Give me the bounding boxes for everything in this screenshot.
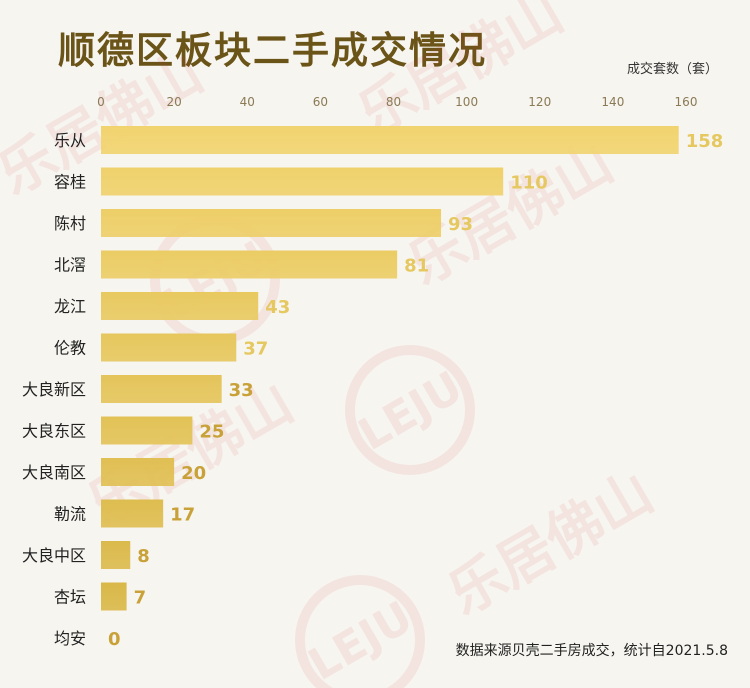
value-label: 0 bbox=[108, 629, 121, 650]
x-tick-label: 120 bbox=[528, 95, 551, 109]
x-tick-label: 40 bbox=[240, 95, 255, 109]
value-label: 110 bbox=[510, 173, 548, 194]
category-label: 伦教 bbox=[54, 339, 86, 358]
category-label: 乐从 bbox=[54, 131, 86, 150]
bar bbox=[101, 333, 237, 362]
x-tick-label: 100 bbox=[455, 95, 478, 109]
bar bbox=[101, 582, 127, 611]
bar bbox=[101, 458, 175, 486]
value-label: 25 bbox=[199, 422, 224, 443]
category-label: 陈村 bbox=[54, 214, 86, 233]
category-label: 容桂 bbox=[54, 173, 86, 192]
value-label: 33 bbox=[229, 380, 254, 401]
x-tick-label: 140 bbox=[601, 95, 624, 109]
x-axis-unit-label: 成交套数（套） bbox=[626, 62, 718, 77]
x-tick-label: 80 bbox=[386, 95, 401, 109]
x-tick-label: 60 bbox=[313, 95, 328, 109]
value-label: 43 bbox=[265, 297, 290, 318]
svg-text:乐居佛山: 乐居佛山 bbox=[348, 0, 574, 148]
bar bbox=[101, 126, 679, 154]
bar bbox=[101, 541, 131, 569]
bar bbox=[101, 250, 398, 279]
x-tick-label: 0 bbox=[97, 95, 105, 109]
value-label: 8 bbox=[137, 546, 150, 567]
category-label: 勒流 bbox=[54, 505, 86, 524]
svg-text:LEJU: LEJU bbox=[300, 592, 421, 688]
category-label: 龙江 bbox=[54, 297, 86, 316]
value-label: 158 bbox=[686, 131, 724, 152]
category-label: 大良中区 bbox=[22, 546, 86, 565]
value-label: 20 bbox=[181, 463, 206, 484]
bar bbox=[101, 209, 442, 237]
svg-text:乐居佛山: 乐居佛山 bbox=[438, 460, 664, 628]
bar bbox=[101, 416, 193, 445]
bar bbox=[101, 375, 222, 403]
category-label: 大良南区 bbox=[22, 463, 86, 482]
bar bbox=[101, 499, 164, 528]
value-label: 7 bbox=[134, 588, 147, 609]
chart-title: 顺德区板块二手成交情况 bbox=[58, 28, 487, 72]
category-label: 均安 bbox=[54, 629, 86, 648]
bar bbox=[101, 292, 259, 320]
bar bbox=[101, 167, 504, 196]
x-tick-label: 160 bbox=[675, 95, 698, 109]
value-label: 81 bbox=[404, 256, 429, 277]
category-label: 北滘 bbox=[54, 256, 86, 275]
value-label: 17 bbox=[170, 505, 195, 526]
x-tick-label: 20 bbox=[166, 95, 181, 109]
category-label: 大良新区 bbox=[22, 380, 86, 399]
category-label: 杏坛 bbox=[54, 588, 86, 607]
value-label: 93 bbox=[448, 214, 473, 235]
category-label: 大良东区 bbox=[22, 422, 86, 441]
source-note: 数据来源贝壳二手房成交，统计自2021.5.8 bbox=[455, 643, 728, 659]
value-label: 37 bbox=[243, 339, 268, 360]
